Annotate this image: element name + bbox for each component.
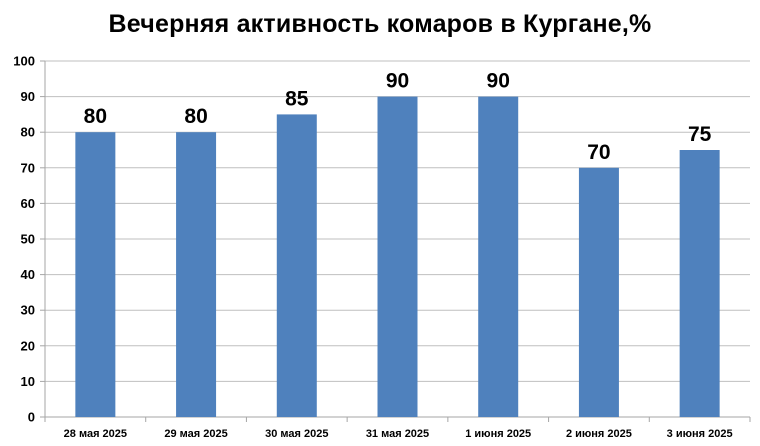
- y-tick-label: 10: [21, 374, 35, 389]
- bar: [679, 150, 720, 417]
- y-tick-label: 0: [28, 410, 35, 425]
- data-label: 85: [285, 87, 309, 110]
- data-label: 75: [688, 123, 712, 146]
- x-tick-label: 31 мая 2025: [366, 428, 429, 440]
- data-label: 80: [184, 105, 207, 128]
- x-tick-label: 3 июня 2025: [667, 428, 733, 440]
- data-label: 70: [587, 141, 610, 164]
- bar: [75, 132, 116, 417]
- y-tick-label: 40: [21, 267, 35, 282]
- y-tick-label: 90: [21, 89, 35, 104]
- data-label: 90: [487, 70, 510, 93]
- bar: [478, 96, 519, 417]
- y-tick-label: 80: [21, 125, 35, 140]
- y-tick-label: 100: [13, 54, 35, 69]
- y-tick-label: 60: [21, 196, 35, 211]
- bar: [377, 96, 418, 417]
- y-tick-label: 70: [21, 160, 35, 175]
- bar: [276, 114, 317, 418]
- labels: 0 10 20 30 40 50 60 70 80 90 100 80 28 мая 2025 80 29 …: [13, 54, 732, 441]
- bar: [578, 167, 619, 417]
- chart-title: Вечерняя активность комаров в Кургане,%: [108, 10, 652, 38]
- bar: [176, 132, 217, 417]
- bars: [75, 96, 720, 418]
- x-tick-label: 30 мая 2025: [265, 428, 328, 440]
- y-tick-label: 50: [21, 232, 35, 247]
- y-tick-label: 20: [21, 338, 35, 353]
- y-tick-label: 30: [21, 303, 35, 318]
- x-tick-label: 28 мая 2025: [64, 428, 127, 440]
- data-label: 80: [84, 105, 107, 128]
- x-tick-label: 2 июня 2025: [566, 428, 632, 440]
- x-tick-label: 29 мая 2025: [164, 428, 227, 440]
- x-tick-label: 1 июня 2025: [465, 428, 531, 440]
- data-label: 90: [386, 70, 409, 93]
